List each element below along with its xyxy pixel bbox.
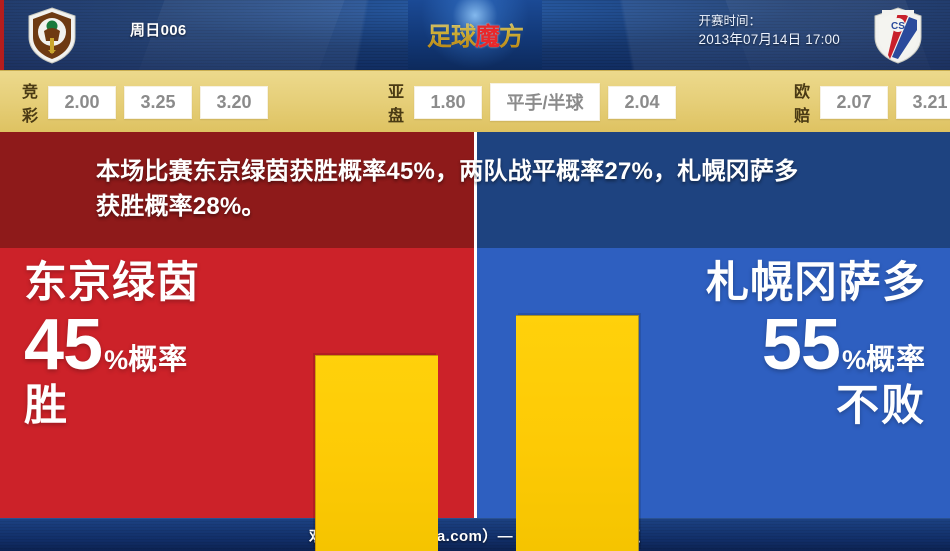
- home-team-name: 东京绿茵: [24, 259, 200, 307]
- away-team-name: 札幌冈萨多: [706, 259, 926, 307]
- right-panel-top-band: [475, 132, 950, 248]
- brand-logo: 足球魔方: [408, 0, 542, 70]
- brand-text-part2: 魔: [474, 23, 500, 51]
- odds-cell-home[interactable]: 2.00: [48, 85, 117, 119]
- brand-text-part3: 方: [499, 23, 524, 51]
- odds-group-oupei: 欧赔 2.07 3.21 3.26: [794, 78, 950, 126]
- kickoff-time: 开赛时间： 2013年07月14日 17:00: [699, 12, 841, 50]
- odds-group-jingcai: 竞彩 2.00 3.25 3.20: [22, 78, 276, 126]
- away-verdict: 不败: [836, 382, 926, 431]
- odds-cell-draw[interactable]: 3.21: [896, 85, 950, 119]
- odds-cell-draw[interactable]: 3.25: [124, 85, 193, 119]
- svg-text:CS: CS: [891, 21, 905, 32]
- brand-logo-text: 足球魔方: [426, 17, 524, 53]
- away-team-crest-icon: CS: [868, 5, 928, 65]
- away-percent-value: 55: [761, 305, 841, 385]
- away-team-stats: 札幌冈萨多 55 % 概率 不败: [706, 262, 926, 428]
- home-percent-unit: %: [104, 345, 129, 375]
- odds-cell-handicap[interactable]: 平手/半球: [490, 83, 601, 121]
- home-verdict: 胜: [24, 382, 69, 431]
- probability-bar-home: [315, 355, 438, 551]
- footer-bar: 欢呼吧（huanhuba.com）— 特约专家本场观点: [0, 518, 950, 551]
- odds-cell-away[interactable]: 2.04: [608, 85, 677, 119]
- home-team-crest-icon: [22, 5, 82, 65]
- away-percent-unit: %: [841, 345, 866, 375]
- odds-cell-home[interactable]: 2.07: [820, 85, 889, 119]
- odds-group-yapan: 亚盘 1.80 平手/半球 2.04: [388, 78, 684, 126]
- odds-cell-away[interactable]: 3.20: [200, 85, 269, 119]
- header-bar: 周日006 足球魔方 开赛时间： 2013年07月14日 17:00 CS: [0, 0, 950, 70]
- kickoff-value: 2013年07月14日 17:00: [698, 32, 840, 48]
- home-percent-row: 45 % 概率: [24, 305, 200, 385]
- brand-text-part1: 足球: [426, 23, 476, 51]
- probability-bar-away: [516, 315, 639, 551]
- odds-bar: 竞彩 2.00 3.25 3.20 亚盘 1.80 平手/半球 2.04 欧赔 …: [0, 70, 950, 133]
- home-percent-word: 概率: [128, 344, 189, 376]
- left-panel-top-band: [0, 132, 475, 248]
- odds-group-title: 竞彩: [22, 84, 40, 125]
- panel-divider: [474, 132, 477, 518]
- home-percent-value: 45: [24, 305, 103, 385]
- odds-group-title: 欧赔: [794, 84, 812, 125]
- home-team-stats: 东京绿茵 45 % 概率 胜: [24, 262, 200, 428]
- round-label: 周日006: [130, 22, 187, 39]
- away-percent-row: 55 % 概率: [706, 305, 926, 385]
- away-percent-word: 概率: [865, 344, 926, 376]
- kickoff-label: 开赛时间：: [698, 14, 762, 28]
- odds-cell-home[interactable]: 1.80: [414, 85, 483, 119]
- odds-group-title: 亚盘: [388, 84, 406, 125]
